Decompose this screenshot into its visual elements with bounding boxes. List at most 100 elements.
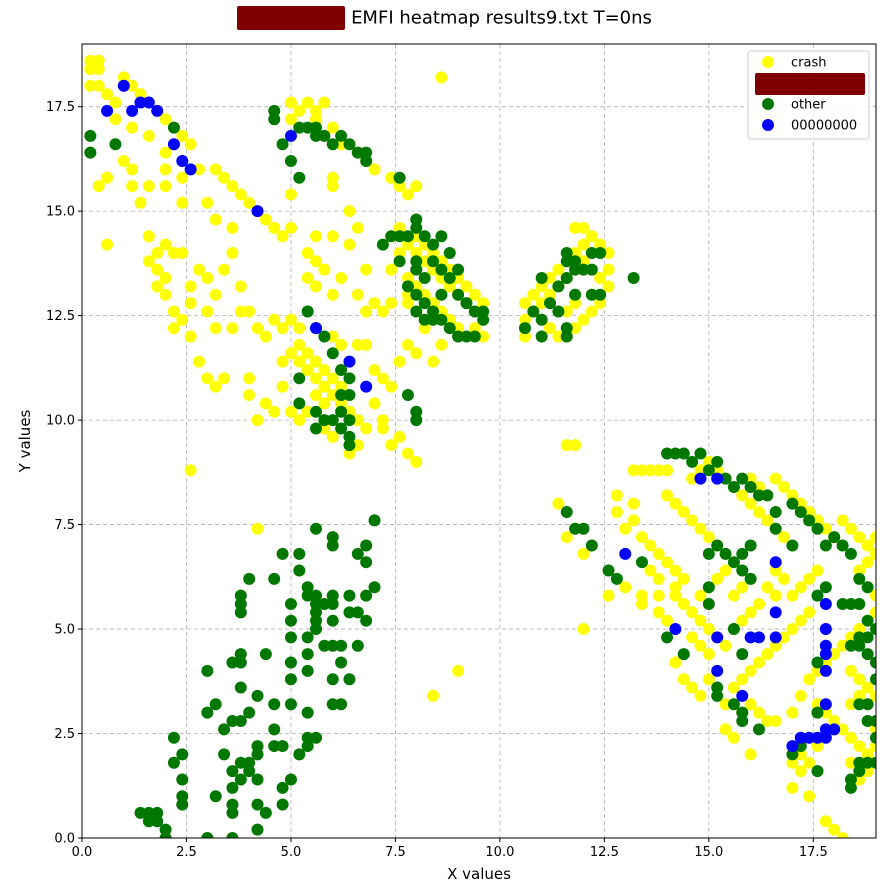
- point-other: [727, 480, 740, 493]
- point-00000000: [819, 597, 832, 610]
- point-other: [226, 781, 239, 794]
- point-crash: [518, 313, 531, 326]
- point-crash: [853, 689, 866, 702]
- point-crash: [176, 246, 189, 259]
- point-other: [234, 681, 247, 694]
- point-other: [310, 597, 323, 610]
- point-crash: [151, 246, 164, 259]
- point-other: [861, 698, 874, 711]
- point-other: [786, 748, 799, 761]
- point-crash: [126, 79, 139, 92]
- point-other: [853, 765, 866, 778]
- point-crash: [870, 606, 876, 619]
- point-other: [318, 597, 331, 610]
- point-other: [443, 246, 456, 259]
- point-other: [268, 113, 281, 126]
- point-other: [226, 765, 239, 778]
- point-other: [627, 272, 640, 285]
- point-crash: [552, 263, 565, 276]
- point-other: [326, 539, 339, 552]
- point-crash: [853, 623, 866, 636]
- point-crash: [159, 180, 172, 193]
- point-other: [552, 305, 565, 318]
- point-other: [427, 255, 440, 268]
- point-crash: [652, 589, 665, 602]
- point-other: [460, 297, 473, 310]
- point-crash: [226, 221, 239, 234]
- point-crash: [669, 589, 682, 602]
- point-other: [310, 731, 323, 744]
- point-other: [109, 138, 122, 151]
- y-axis: 0.0 2.5 5.0 7.5 10.0 12.5 15.0 17.5: [46, 100, 82, 847]
- point-other: [268, 740, 281, 753]
- point-other: [234, 656, 247, 669]
- point-crash: [836, 832, 849, 838]
- point-other: [335, 129, 348, 142]
- legend-marker-other: [762, 98, 774, 110]
- point-crash: [92, 180, 105, 193]
- point-crash: [836, 514, 849, 527]
- point-crash: [644, 539, 657, 552]
- point-crash: [635, 464, 648, 477]
- point-crash: [117, 155, 130, 168]
- point-crash: [452, 664, 465, 677]
- point-crash: [727, 681, 740, 694]
- point-crash: [193, 163, 206, 176]
- point-crash: [109, 96, 122, 109]
- point-crash: [669, 564, 682, 577]
- point-other: [251, 773, 264, 786]
- point-crash: [401, 188, 414, 201]
- point-other: [811, 656, 824, 669]
- point-crash: [310, 255, 323, 268]
- point-00000000: [819, 723, 832, 736]
- point-crash: [326, 372, 339, 385]
- point-00000000: [694, 472, 707, 485]
- point-other: [861, 648, 874, 661]
- point-other: [853, 698, 866, 711]
- point-other: [176, 798, 189, 811]
- point-00000000: [819, 698, 832, 711]
- point-other: [343, 372, 356, 385]
- point-00000000: [811, 731, 824, 744]
- point-crash: [401, 238, 414, 251]
- point-other: [343, 389, 356, 402]
- point-crash: [569, 297, 582, 310]
- point-crash: [752, 506, 765, 519]
- point-other: [535, 313, 548, 326]
- point-other: [293, 547, 306, 560]
- point-crash: [702, 623, 715, 636]
- redacted-box: [237, 6, 346, 30]
- point-other: [401, 230, 414, 243]
- point-crash: [844, 631, 857, 644]
- point-crash: [778, 531, 791, 544]
- point-crash: [786, 623, 799, 636]
- point-crash: [870, 547, 876, 560]
- x-tick-label: 12.5: [590, 845, 619, 860]
- point-crash: [385, 263, 398, 276]
- y-tick-label: 5.0: [54, 623, 75, 638]
- point-crash: [410, 180, 423, 193]
- point-crash: [594, 272, 607, 285]
- point-crash: [794, 497, 807, 510]
- point-crash: [635, 589, 648, 602]
- point-crash: [778, 631, 791, 644]
- point-crash: [652, 547, 665, 560]
- point-crash: [92, 63, 105, 76]
- point-other: [727, 556, 740, 569]
- point-crash: [752, 656, 765, 669]
- point-other: [134, 806, 147, 819]
- point-other: [393, 255, 406, 268]
- point-other: [769, 522, 782, 535]
- point-crash: [569, 221, 582, 234]
- point-crash: [343, 447, 356, 460]
- point-crash: [569, 246, 582, 259]
- x-tick-label: 17.5: [799, 845, 828, 860]
- point-crash: [410, 246, 423, 259]
- point-other: [736, 547, 749, 560]
- point-crash: [284, 313, 297, 326]
- point-other: [301, 706, 314, 719]
- point-crash: [669, 581, 682, 594]
- point-crash: [360, 305, 373, 318]
- point-crash: [184, 297, 197, 310]
